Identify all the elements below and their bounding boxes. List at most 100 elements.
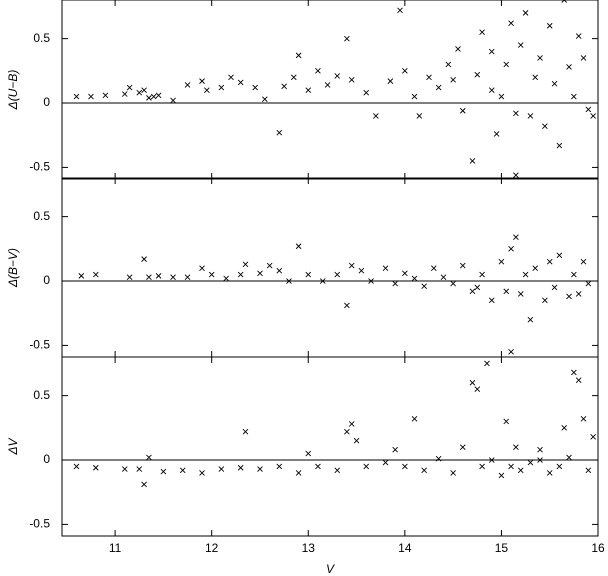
point xyxy=(590,434,596,440)
point xyxy=(126,274,133,280)
point xyxy=(334,467,341,474)
point xyxy=(228,74,234,81)
point xyxy=(469,379,476,386)
point xyxy=(266,262,273,269)
point xyxy=(498,472,505,479)
point xyxy=(522,271,529,278)
point xyxy=(136,89,143,96)
point xyxy=(411,415,418,422)
point xyxy=(532,265,539,271)
point xyxy=(276,267,283,274)
y-tick-label: 0.5 xyxy=(33,209,50,223)
point xyxy=(517,467,524,474)
point xyxy=(590,113,596,119)
point xyxy=(387,78,394,84)
point xyxy=(527,459,534,466)
point xyxy=(348,77,355,83)
point xyxy=(513,110,519,117)
point xyxy=(542,297,548,304)
point xyxy=(392,446,399,453)
point xyxy=(508,246,514,252)
point xyxy=(204,87,210,93)
point xyxy=(421,283,427,289)
point xyxy=(358,267,365,274)
point xyxy=(281,83,287,90)
point xyxy=(411,93,418,100)
point xyxy=(532,74,539,81)
point xyxy=(484,360,490,367)
point xyxy=(121,91,128,97)
point xyxy=(348,262,355,269)
point xyxy=(368,278,374,284)
point xyxy=(542,123,548,130)
point xyxy=(315,463,321,470)
point xyxy=(469,158,476,164)
point xyxy=(575,33,582,39)
point xyxy=(373,113,379,119)
point xyxy=(315,68,321,74)
point xyxy=(517,42,524,48)
point xyxy=(290,74,297,81)
point xyxy=(155,273,162,279)
point xyxy=(334,73,341,79)
point xyxy=(566,64,572,70)
point xyxy=(551,284,558,291)
point xyxy=(218,84,225,91)
point xyxy=(155,92,162,99)
point xyxy=(498,93,505,100)
point xyxy=(92,271,99,278)
point xyxy=(199,78,205,84)
point xyxy=(580,55,587,61)
point xyxy=(508,463,514,470)
point xyxy=(527,113,534,119)
point xyxy=(416,113,423,119)
point xyxy=(261,96,268,102)
point xyxy=(344,35,350,42)
y-axis-label: Δ(U−B) xyxy=(6,70,20,111)
point xyxy=(488,457,495,463)
point xyxy=(585,280,592,287)
point xyxy=(585,467,592,474)
point xyxy=(522,10,529,16)
point xyxy=(537,446,543,453)
point xyxy=(508,349,514,355)
point xyxy=(141,481,147,488)
y-axis-label: Δ(B−V) xyxy=(6,248,20,288)
point xyxy=(479,271,485,278)
point xyxy=(402,463,408,470)
point xyxy=(440,274,447,280)
point xyxy=(585,106,592,113)
point xyxy=(571,93,577,100)
point xyxy=(556,463,563,470)
point xyxy=(474,71,481,78)
point xyxy=(257,466,263,472)
plot-frame xyxy=(61,0,599,180)
point xyxy=(319,278,326,284)
point xyxy=(184,82,191,88)
point xyxy=(276,463,283,470)
point xyxy=(199,470,205,476)
point xyxy=(546,470,553,476)
point xyxy=(382,459,389,466)
point xyxy=(546,22,553,29)
point xyxy=(537,55,543,61)
point xyxy=(445,61,452,68)
point xyxy=(92,464,99,471)
point xyxy=(561,0,568,3)
point xyxy=(493,131,500,137)
point xyxy=(474,284,481,291)
point xyxy=(402,270,408,277)
point xyxy=(450,470,456,476)
x-tick-label: 16 xyxy=(591,541,605,555)
point xyxy=(459,262,466,269)
point xyxy=(160,468,167,475)
point xyxy=(527,316,534,323)
x-axis-label: V xyxy=(326,562,335,576)
point xyxy=(426,74,432,81)
point xyxy=(146,454,152,461)
point xyxy=(431,265,437,271)
point xyxy=(508,20,514,26)
x-tick-label: 14 xyxy=(398,541,412,555)
point xyxy=(73,93,80,100)
point xyxy=(459,107,466,114)
